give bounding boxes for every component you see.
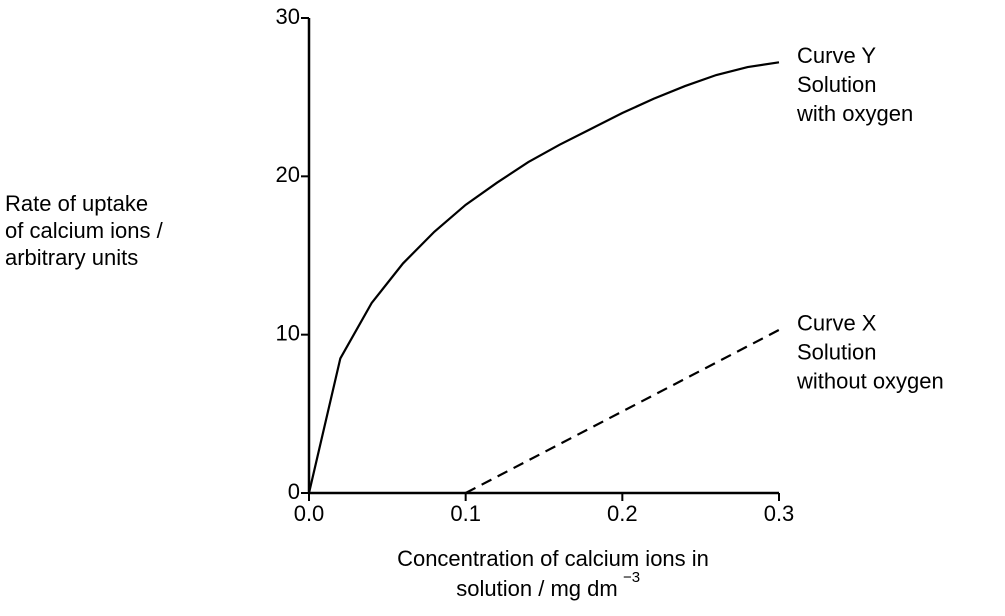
series-line	[465, 328, 780, 494]
y-tick-label: 20	[276, 162, 300, 187]
x-axis-label: Concentration of calcium ions in	[397, 546, 709, 571]
series-note: Solution	[797, 72, 877, 97]
y-axis-label: Rate of uptake	[5, 191, 148, 216]
x-axis-label-superscript: −3	[623, 569, 640, 586]
y-axis-label: arbitrary units	[5, 245, 138, 270]
x-tick-label: 0.2	[607, 501, 638, 526]
series-note: Solution	[797, 340, 877, 365]
x-axis-label: solution / mg dm	[456, 576, 617, 601]
y-axis-label: of calcium ions /	[5, 218, 164, 243]
x-tick-label: 0.0	[294, 501, 325, 526]
x-tick-label: 0.1	[450, 501, 481, 526]
series-label: Curve X	[797, 311, 877, 336]
series-note: with oxygen	[796, 101, 913, 126]
series-label: Curve Y	[797, 43, 876, 68]
x-tick-label: 0.3	[764, 501, 795, 526]
y-tick-label: 0	[288, 479, 300, 504]
y-tick-label: 10	[276, 320, 300, 345]
series-note: without oxygen	[796, 369, 944, 394]
series-line	[307, 61, 780, 494]
y-tick-label: 30	[276, 4, 300, 29]
